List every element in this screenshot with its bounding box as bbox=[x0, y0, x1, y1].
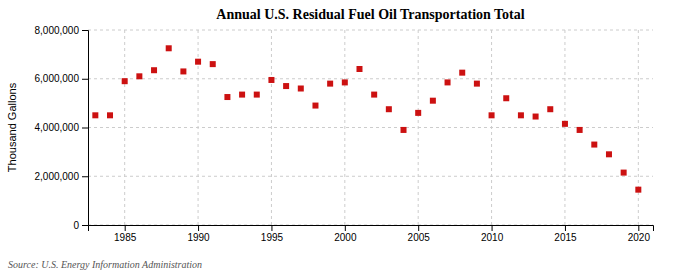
y-tick-mark bbox=[82, 79, 88, 80]
point bbox=[327, 81, 333, 87]
point bbox=[107, 112, 113, 118]
point bbox=[239, 92, 245, 98]
point bbox=[180, 68, 186, 74]
x-tick-mark bbox=[345, 225, 346, 231]
x-tick-label: 2000 bbox=[334, 232, 357, 243]
y-grid-line bbox=[88, 176, 653, 177]
y-tick-label: 0 bbox=[73, 220, 79, 231]
x-tick-label: 1985 bbox=[114, 232, 137, 243]
y-tick-label: 4,000,000 bbox=[35, 122, 80, 133]
point bbox=[356, 66, 362, 72]
x-tick-label: 1995 bbox=[261, 232, 284, 243]
x-tick: 2000 bbox=[334, 225, 357, 243]
y-grid-line bbox=[88, 78, 653, 79]
point bbox=[224, 94, 230, 100]
x-tick-mark bbox=[565, 225, 566, 231]
x-tick-label: 1990 bbox=[187, 232, 210, 243]
source-note: Source: U.S. Energy Information Administ… bbox=[8, 259, 202, 270]
point bbox=[254, 92, 260, 98]
y-tick: 4,000,000 bbox=[35, 122, 89, 133]
point bbox=[195, 59, 201, 65]
x-grid-line bbox=[271, 30, 272, 225]
point bbox=[122, 78, 128, 84]
x-tick-mark bbox=[198, 225, 199, 231]
x-tick: 2020 bbox=[628, 225, 651, 243]
points bbox=[92, 45, 641, 192]
point bbox=[136, 73, 142, 79]
x-tick: 2015 bbox=[554, 225, 577, 243]
x-tick: 2010 bbox=[481, 225, 504, 243]
x-tick-label: 2020 bbox=[628, 232, 651, 243]
point bbox=[562, 121, 568, 127]
x-tick-label: 2015 bbox=[554, 232, 577, 243]
point bbox=[210, 61, 216, 67]
point bbox=[518, 112, 524, 118]
x-axis-line bbox=[89, 226, 654, 232]
point bbox=[591, 142, 597, 148]
point bbox=[312, 103, 318, 109]
point bbox=[386, 106, 392, 112]
x-tick-mark bbox=[638, 225, 639, 231]
x-tick: 2005 bbox=[408, 225, 431, 243]
point bbox=[547, 106, 553, 112]
x-tick: 1990 bbox=[187, 225, 210, 243]
x-axis: 1985 1990 1995 2000 2005 2010 2015 2020 bbox=[89, 225, 654, 243]
y-tick-label: 2,000,000 bbox=[35, 171, 80, 182]
point bbox=[606, 151, 612, 157]
y-tick: 2,000,000 bbox=[35, 171, 89, 182]
point bbox=[474, 81, 480, 87]
y-tick-label: 6,000,000 bbox=[35, 73, 80, 84]
point bbox=[298, 86, 304, 92]
x-tick-mark bbox=[492, 225, 493, 231]
point bbox=[342, 79, 348, 85]
y-tick-mark bbox=[82, 30, 88, 31]
point bbox=[268, 77, 274, 83]
chart: 1985 1990 1995 2000 2005 2010 2015 2020 0 2,000,0… bbox=[0, 0, 675, 275]
title: Annual U.S. Residual Fuel Oil Transporta… bbox=[216, 7, 524, 22]
y-tick: 8,000,000 bbox=[35, 25, 89, 36]
point bbox=[166, 45, 172, 51]
point bbox=[459, 70, 465, 76]
x-tick: 1985 bbox=[114, 225, 137, 243]
y-tick-mark bbox=[82, 176, 88, 177]
y-axis-line bbox=[82, 31, 89, 226]
point bbox=[371, 92, 377, 98]
point bbox=[92, 112, 98, 118]
point bbox=[283, 83, 289, 89]
point bbox=[445, 79, 451, 85]
x-tick-mark bbox=[125, 225, 126, 231]
plot-area: 1985 1990 1995 2000 2005 2010 2015 2020 0 2,000,0… bbox=[35, 25, 654, 243]
x-tick-label: 2010 bbox=[481, 232, 504, 243]
y-tick-mark bbox=[82, 225, 88, 226]
point bbox=[533, 114, 539, 120]
point bbox=[577, 127, 583, 133]
y-tick: 6,000,000 bbox=[35, 73, 89, 84]
x-grid-line bbox=[344, 30, 345, 225]
point bbox=[415, 110, 421, 116]
x-tick: 1995 bbox=[261, 225, 284, 243]
point bbox=[503, 95, 509, 101]
point bbox=[635, 187, 641, 193]
y-tick: 0 bbox=[73, 220, 88, 231]
point bbox=[430, 98, 436, 104]
x-grid-line bbox=[638, 30, 639, 225]
grid bbox=[88, 30, 653, 225]
y-axis: 0 2,000,000 4,000,000 6,000,000 8,000,000 bbox=[35, 25, 89, 231]
y-tick-label: 8,000,000 bbox=[35, 25, 80, 36]
y-axis-title: Thousand Gallons bbox=[6, 82, 18, 172]
point bbox=[489, 112, 495, 118]
point bbox=[401, 127, 407, 133]
y-grid-line bbox=[88, 127, 653, 128]
x-tick-mark bbox=[418, 225, 419, 231]
y-grid-line bbox=[88, 30, 653, 31]
point bbox=[621, 170, 627, 176]
y-tick-mark bbox=[82, 128, 88, 129]
x-tick-label: 2005 bbox=[408, 232, 431, 243]
x-tick-mark bbox=[271, 225, 272, 231]
point bbox=[151, 67, 157, 73]
